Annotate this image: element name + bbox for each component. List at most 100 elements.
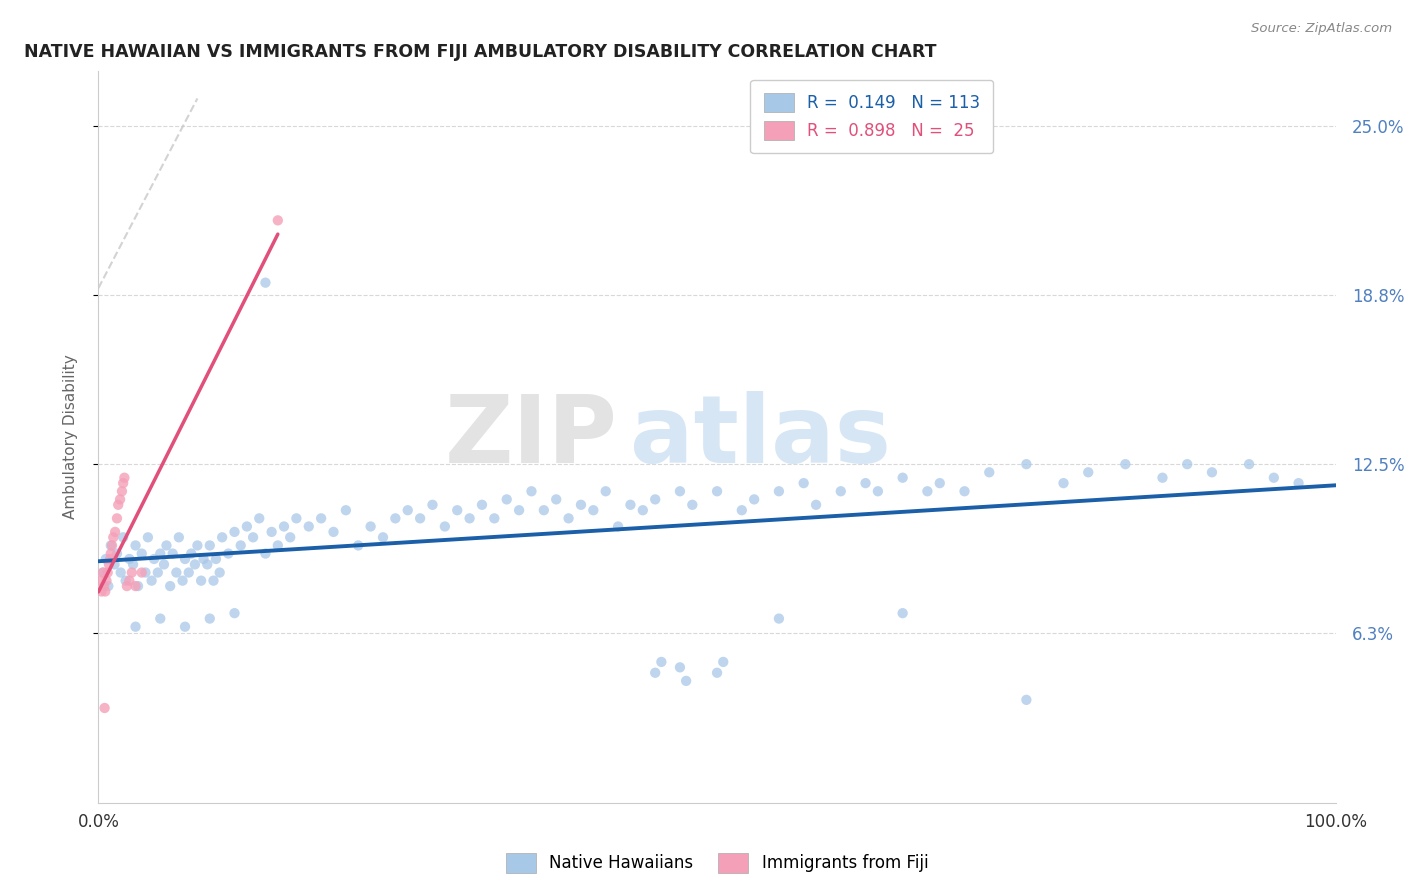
Point — [131, 547, 153, 561]
Point — [347, 538, 370, 552]
Point — [190, 574, 212, 588]
Point — [631, 503, 654, 517]
Point — [433, 519, 456, 533]
Point — [110, 566, 132, 580]
Point — [124, 620, 146, 634]
Point — [134, 566, 156, 580]
Point — [101, 538, 124, 552]
Point — [644, 665, 666, 680]
Point — [242, 530, 264, 544]
Point — [198, 538, 221, 552]
Point — [855, 476, 877, 491]
Point — [619, 498, 641, 512]
Point — [644, 492, 666, 507]
Point — [118, 574, 141, 588]
Point — [669, 660, 692, 674]
Point — [105, 547, 128, 561]
Point — [143, 552, 166, 566]
Point — [309, 511, 332, 525]
Point — [93, 579, 115, 593]
Point — [107, 498, 129, 512]
Point — [202, 574, 225, 588]
Point — [131, 566, 153, 580]
Point — [1175, 457, 1198, 471]
Point — [1015, 457, 1038, 471]
Point — [533, 503, 555, 517]
Point — [180, 547, 202, 561]
Point — [891, 471, 914, 485]
Point — [607, 519, 630, 533]
Point — [793, 476, 815, 491]
Point — [100, 547, 122, 561]
Point — [112, 530, 135, 544]
Point — [229, 538, 252, 552]
Point — [104, 524, 127, 539]
Point — [162, 547, 184, 561]
Point — [953, 484, 976, 499]
Point — [830, 484, 852, 499]
Point — [1263, 471, 1285, 485]
Point — [103, 558, 125, 572]
Point — [285, 511, 308, 525]
Point — [917, 484, 939, 499]
Point — [127, 579, 149, 593]
Point — [159, 579, 181, 593]
Y-axis label: Ambulatory Disability: Ambulatory Disability — [63, 355, 77, 519]
Point — [97, 579, 120, 593]
Legend: R =  0.149   N = 113, R =  0.898   N =  25: R = 0.149 N = 113, R = 0.898 N = 25 — [751, 79, 993, 153]
Point — [141, 574, 163, 588]
Point — [979, 465, 1001, 479]
Point — [768, 484, 790, 499]
Point — [224, 606, 246, 620]
Point — [804, 498, 827, 512]
Point — [360, 519, 382, 533]
Text: ZIP: ZIP — [446, 391, 619, 483]
Point — [446, 503, 468, 517]
Point — [254, 547, 277, 561]
Point — [91, 566, 114, 580]
Point — [768, 611, 790, 625]
Point — [335, 503, 357, 517]
Point — [193, 552, 215, 566]
Point — [273, 519, 295, 533]
Point — [1152, 471, 1174, 485]
Point — [112, 471, 135, 485]
Point — [495, 492, 517, 507]
Point — [195, 558, 218, 572]
Point — [731, 503, 754, 517]
Point — [595, 484, 617, 499]
Point — [371, 530, 394, 544]
Point — [1052, 476, 1074, 491]
Point — [153, 558, 176, 572]
Point — [124, 538, 146, 552]
Point — [114, 574, 136, 588]
Point — [96, 574, 118, 588]
Point — [675, 673, 697, 688]
Point — [122, 558, 145, 572]
Text: NATIVE HAWAIIAN VS IMMIGRANTS FROM FIJI AMBULATORY DISABILITY CORRELATION CHART: NATIVE HAWAIIAN VS IMMIGRANTS FROM FIJI … — [24, 44, 936, 62]
Text: atlas: atlas — [630, 391, 891, 483]
Point — [669, 484, 692, 499]
Point — [155, 538, 177, 552]
Point — [121, 566, 143, 580]
Point — [298, 519, 321, 533]
Point — [484, 511, 506, 525]
Point — [93, 566, 115, 580]
Point — [177, 566, 200, 580]
Point — [582, 503, 605, 517]
Point — [322, 524, 344, 539]
Point — [508, 503, 530, 517]
Point — [198, 611, 221, 625]
Point — [260, 524, 283, 539]
Point — [149, 611, 172, 625]
Point — [247, 511, 270, 525]
Point — [711, 655, 734, 669]
Point — [557, 511, 579, 525]
Point — [97, 558, 120, 572]
Point — [167, 530, 190, 544]
Point — [422, 498, 444, 512]
Point — [866, 484, 889, 499]
Point — [650, 655, 672, 669]
Point — [93, 701, 115, 715]
Point — [89, 574, 111, 588]
